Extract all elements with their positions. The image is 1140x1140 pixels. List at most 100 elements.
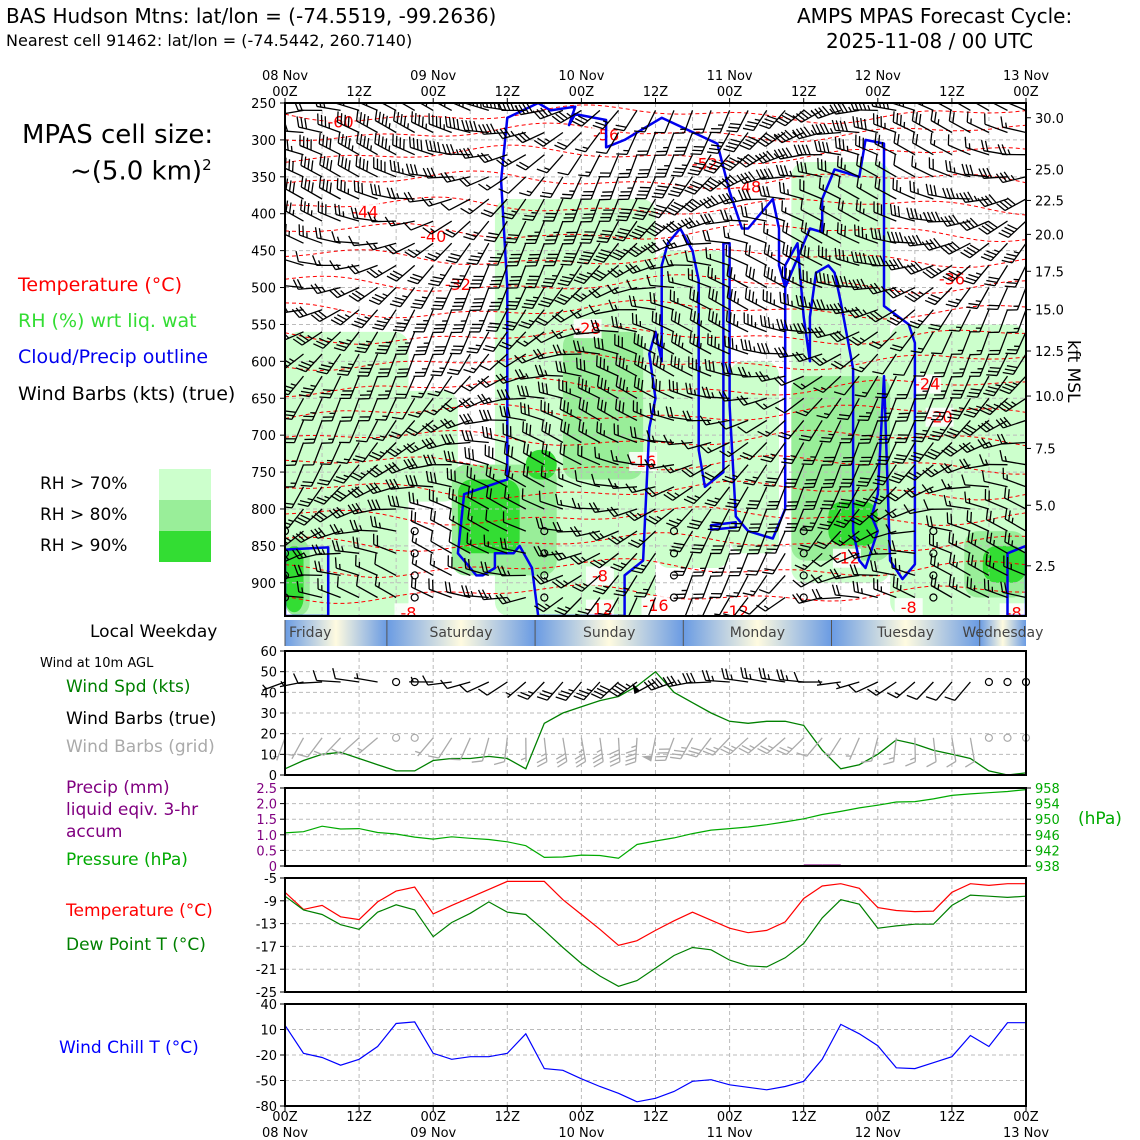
- xs-wind-barb-half: [569, 273, 575, 277]
- xs-wind-barb-full: [546, 257, 558, 259]
- xs-wind-barb: [700, 176, 730, 192]
- sfc-wind-barb-staff: [935, 681, 953, 701]
- xs-wind-barb-full: [615, 234, 626, 239]
- xs-wind-barb: [761, 202, 786, 222]
- xs-wind-barb-full: [948, 270, 959, 277]
- sfc-wind-barb-staff: [916, 681, 934, 700]
- xs-wind-barb: [903, 234, 934, 247]
- cloud-outline-path: [285, 546, 330, 616]
- xs-wind-barb-full: [877, 202, 879, 214]
- xs-wind-barb: [375, 331, 397, 355]
- xs-wind-barb-full: [687, 186, 698, 192]
- xs-wind-barb-full: [699, 199, 708, 209]
- xs-wind-barb-full: [672, 171, 684, 174]
- xs-wind-barb: [562, 220, 583, 245]
- xs-wind-barb-full: [615, 124, 627, 128]
- xs-wind-barb-full: [264, 521, 275, 530]
- xs-wind-barb: [458, 176, 490, 187]
- xs-wind-barb-full: [430, 530, 434, 542]
- xs-wind-barb-full: [841, 103, 849, 113]
- xs-wind-barb-full: [555, 113, 565, 122]
- xs-wind-barb-half: [590, 209, 596, 212]
- xs-wind-barb-full: [408, 136, 412, 148]
- xs-wind-barb-full: [1004, 92, 1012, 103]
- xs-wind-barb: [616, 132, 638, 156]
- xs-wind-barb-full: [412, 273, 424, 279]
- xs-wind-barb-full: [499, 128, 507, 138]
- xs-wind-barb-full: [468, 286, 480, 289]
- xs-wind-barb-half: [808, 302, 812, 308]
- xs-wind-barb: [569, 309, 601, 319]
- xs-wind-barb-full: [300, 176, 304, 188]
- xs-wind-barb-half: [917, 188, 919, 194]
- xs-wind-barb-full: [850, 251, 855, 263]
- xs-wind-barb-half: [282, 280, 284, 285]
- xs-wind-barb-full: [276, 275, 281, 285]
- xs-wind-barb-half: [290, 145, 293, 152]
- xs-wind-barb-full: [470, 283, 482, 285]
- xs-wind-barb-full: [670, 309, 674, 321]
- xs-wind-barb-staff: [353, 242, 378, 247]
- xs-wind-barb-full: [1000, 90, 1008, 101]
- xs-wind-barb-half: [613, 287, 619, 293]
- xs-wind-barb-half: [1007, 149, 1011, 155]
- xs-wind-barb-full: [840, 157, 843, 169]
- xs-wind-barb: [893, 132, 916, 156]
- xs-wind-barb-full: [778, 181, 782, 193]
- xs-wind-barb: [921, 237, 953, 251]
- xs-wind-barb-full: [336, 343, 347, 349]
- xs-wind-barb-half: [765, 209, 767, 215]
- sfc-wind-barb-full: [440, 679, 448, 689]
- xs-wind-barb-full: [581, 254, 592, 258]
- xs-wind-barb-full: [766, 290, 768, 302]
- xs-wind-barb-full: [492, 276, 504, 278]
- sfc-wind-barb: [944, 681, 971, 701]
- grid-wind-barb: [964, 737, 976, 768]
- xs-wind-barb-full: [806, 271, 808, 282]
- xs-wind-barb-full: [948, 161, 952, 172]
- xs-wind-barb-full: [514, 105, 522, 115]
- xs-wind-barb-full: [748, 289, 751, 301]
- xs-wind-barb-full: [907, 235, 915, 246]
- xs-wind-barb-full: [320, 114, 323, 126]
- xs-wind-barb: [477, 152, 508, 164]
- xs-wind-barb: [867, 255, 897, 267]
- sfc-wind-barb-half: [836, 682, 841, 689]
- xs-wind-barb-full: [426, 167, 433, 179]
- xs-wind-barb-full: [310, 284, 318, 294]
- xs-wind-barb-staff: [623, 110, 638, 131]
- xs-wind-barb-full: [647, 243, 657, 252]
- xs-wind-barb-full: [780, 131, 790, 140]
- xs-wind-barb-full: [930, 323, 942, 328]
- xs-wind-barb-full: [834, 136, 837, 148]
- xs-wind-barb-full: [645, 229, 656, 237]
- xs-wind-barb-full: [583, 251, 594, 255]
- xs-wind-barb-full: [796, 160, 800, 172]
- xs-wind-barb-full: [837, 198, 841, 210]
- xs-wind-barb-full: [532, 110, 541, 120]
- xs-wind-barb: [759, 109, 786, 130]
- xs-wind-barb: [829, 103, 860, 115]
- xs-wind-barb-half: [272, 459, 277, 463]
- xs-wind-barb-full: [456, 118, 460, 130]
- xs-wind-barb-half: [677, 222, 683, 228]
- xs-wind-barb-full: [910, 208, 915, 219]
- xs-wind-barb-staff: [646, 154, 657, 178]
- xs-wind-barb-half: [351, 145, 354, 151]
- xs-wind-barb: [498, 331, 527, 350]
- xs-wind-barb-full: [874, 154, 878, 165]
- xs-wind-barb: [812, 299, 841, 311]
- xs-wind-barb: [673, 132, 694, 156]
- xs-wind-barb: [598, 154, 620, 178]
- xs-wind-barb-half: [732, 196, 737, 202]
- xs-wind-barb: [570, 286, 601, 302]
- xs-wind-barb: [755, 168, 786, 180]
- xs-wind-barb: [681, 198, 712, 213]
- xs-wind-barb-full: [689, 183, 701, 189]
- xs-wind-barb-full: [793, 144, 799, 156]
- sfc-wind-barb-full: [682, 673, 688, 684]
- xs-wind-barb-full: [758, 153, 767, 163]
- xs-wind-barb-full: [873, 201, 875, 213]
- xs-wind-barb-full: [911, 92, 919, 103]
- xs-wind-barb-full: [607, 270, 617, 278]
